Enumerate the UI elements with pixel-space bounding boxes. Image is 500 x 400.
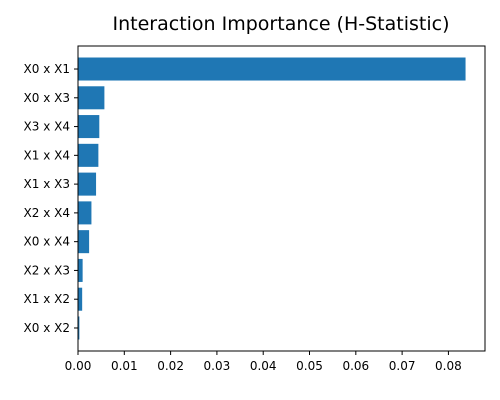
x-tick-label: 0.05	[296, 359, 323, 373]
bar	[78, 115, 100, 139]
y-tick-label: X2 x X4	[24, 206, 70, 220]
plot-frame	[77, 45, 486, 352]
bar	[78, 172, 97, 196]
x-tick-label: 0.00	[65, 359, 92, 373]
y-tick-label: X0 x X4	[24, 235, 70, 249]
y-tick-label: X0 x X1	[24, 62, 70, 76]
axes-layer: X0 x X1 X0 x X3 X3 x X4 X1 x X4 X1 x X3 X2 x …	[24, 45, 486, 373]
x-tick-label: 0.08	[435, 359, 462, 373]
x-tick-label: 0.02	[157, 359, 184, 373]
y-tick-label: X1 x X3	[24, 177, 70, 191]
bar	[78, 258, 83, 282]
y-tick-label: X3 x X4	[24, 120, 70, 134]
chart-title: Interaction Importance (H-Statistic)	[113, 13, 450, 35]
bar	[78, 57, 466, 81]
x-tick-label: 0.04	[250, 359, 277, 373]
x-tick-label: 0.07	[389, 359, 416, 373]
y-tick-label: X2 x X3	[24, 263, 70, 277]
x-tick-label: 0.01	[111, 359, 138, 373]
bar	[78, 86, 105, 110]
x-tick-label: 0.06	[342, 359, 369, 373]
y-tick-label: X1 x X4	[24, 148, 70, 162]
x-tick-label: 0.03	[204, 359, 231, 373]
bar	[78, 316, 80, 340]
y-tick-label: X1 x X2	[24, 292, 70, 306]
bar	[78, 143, 99, 167]
bars-layer	[78, 57, 466, 340]
y-tick-label: X0 x X3	[24, 91, 70, 105]
y-tick-label: X0 x X2	[24, 321, 70, 335]
bar	[78, 230, 90, 254]
bar	[78, 201, 92, 225]
bar	[78, 287, 83, 311]
